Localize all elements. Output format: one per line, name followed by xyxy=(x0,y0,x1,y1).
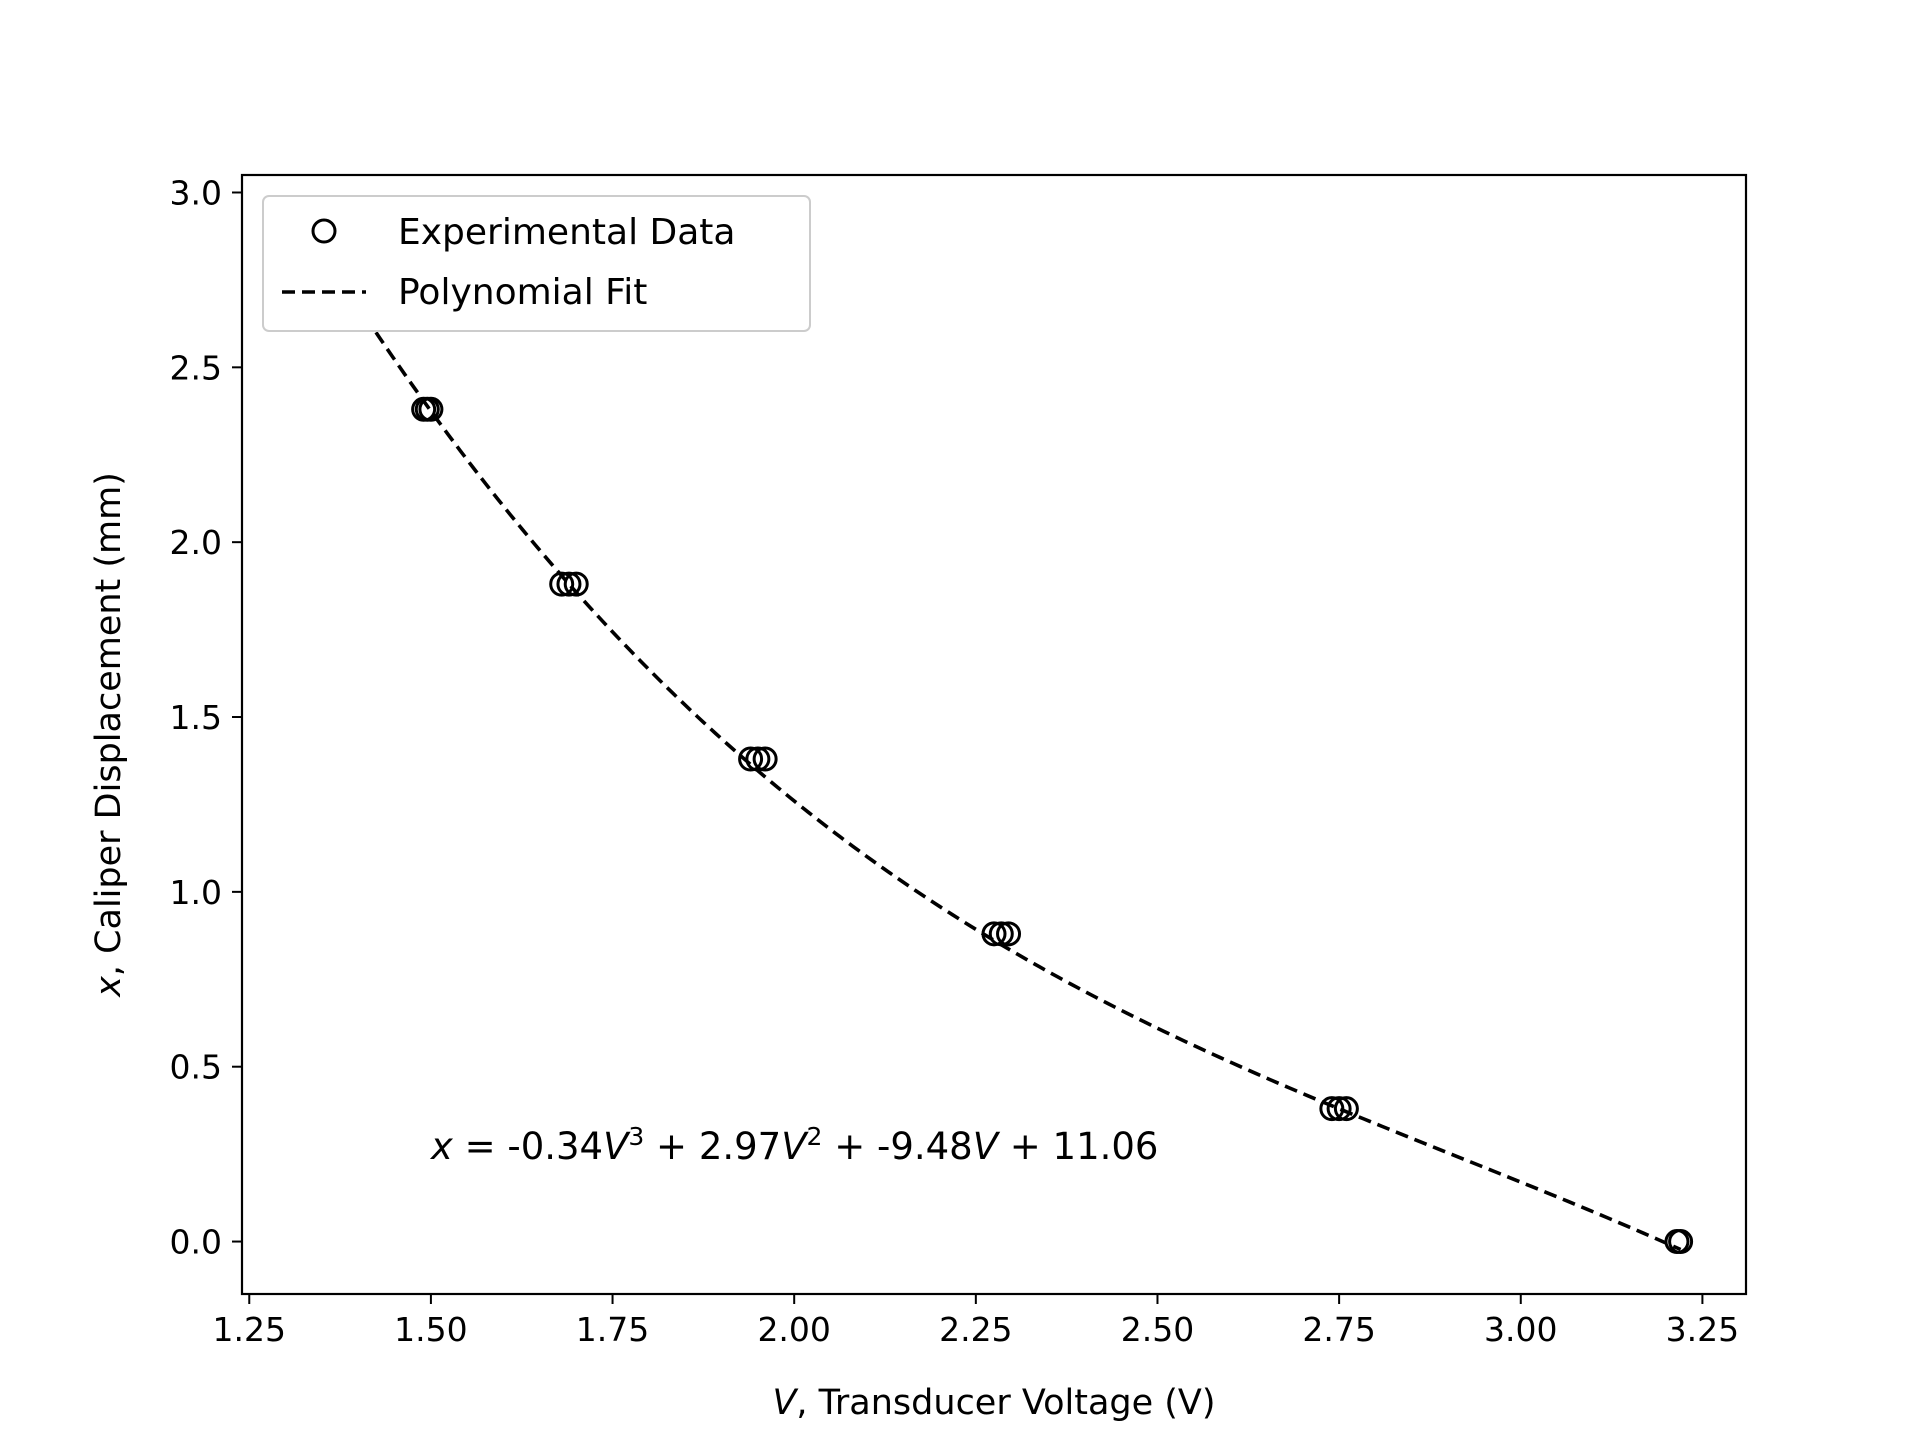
legend: Experimental Data Polynomial Fit xyxy=(262,195,811,332)
y-axis-label-var: x xyxy=(89,976,129,998)
data-point xyxy=(1326,1096,1352,1122)
x-tick-label: 1.50 xyxy=(394,1310,467,1349)
equation-part: + 11.06 xyxy=(998,1125,1158,1168)
x-tick-label: 2.50 xyxy=(1121,1310,1194,1349)
data-point xyxy=(1319,1096,1345,1122)
y-tick-label: 2.0 xyxy=(170,523,222,562)
y-tick-label: 2.5 xyxy=(170,348,222,387)
data-point xyxy=(745,746,771,772)
x-axis-ticks: 1.25 1.50 1.75 2.00 2.25 2.50 2.75 3.00 3.25 xyxy=(213,1294,1739,1349)
x-axis-label-var: V xyxy=(772,1383,798,1423)
equation-part: + 2.97 xyxy=(644,1125,781,1168)
equation-part: = -0.34 xyxy=(453,1125,603,1168)
data-point xyxy=(996,921,1022,947)
equation-part: V xyxy=(603,1125,631,1168)
y-tick-label: 1.0 xyxy=(170,873,222,912)
data-point xyxy=(1333,1096,1359,1122)
data-point xyxy=(418,396,444,422)
equation-part: V xyxy=(781,1125,809,1168)
fit-equation-annotation: x = -0.34V3 + 2.97V2 + -9.48V + 11.06 xyxy=(430,1122,1159,1168)
plot-frame xyxy=(240,173,1748,1296)
polynomial-fit-line xyxy=(309,230,1682,1252)
x-tick-label: 1.75 xyxy=(576,1310,649,1349)
y-axis-ticks: 0.0 0.5 1.0 1.5 2.0 2.5 3.0 xyxy=(170,173,242,1262)
x-tick-label: 1.25 xyxy=(213,1310,286,1349)
y-axis-label-text: , Caliper Displacement (mm) xyxy=(89,472,129,976)
data-point xyxy=(738,746,764,772)
y-tick-label: 1.5 xyxy=(170,698,222,737)
data-point xyxy=(563,571,589,597)
legend-label-experimental: Experimental Data xyxy=(398,212,735,253)
data-point xyxy=(556,571,582,597)
x-tick-label: 3.25 xyxy=(1666,1310,1739,1349)
equation-part: + -9.48 xyxy=(822,1125,972,1168)
x-axis-label: V, Transducer Voltage (V) xyxy=(772,1383,1215,1423)
equation-part: V xyxy=(973,1125,1001,1168)
y-tick-label: 0.5 xyxy=(170,1048,222,1087)
data-point xyxy=(981,921,1007,947)
y-axis-label: x, Caliper Displacement (mm) xyxy=(89,472,129,998)
equation-part: 2 xyxy=(807,1122,823,1151)
x-axis-label-text: , Transducer Voltage (V) xyxy=(796,1383,1215,1423)
data-point xyxy=(549,571,575,597)
legend-marker-experimental xyxy=(311,218,337,244)
x-tick-label: 2.75 xyxy=(1302,1310,1375,1349)
equation-part: x xyxy=(430,1125,454,1168)
x-tick-label: 2.25 xyxy=(939,1310,1012,1349)
legend-box xyxy=(262,195,811,332)
x-tick-label: 2.00 xyxy=(757,1310,830,1349)
x-tick-label: 3.00 xyxy=(1484,1310,1557,1349)
y-tick-label: 0.0 xyxy=(170,1223,222,1262)
legend-label-fit: Polynomial Fit xyxy=(398,272,647,313)
data-point xyxy=(988,921,1014,947)
fit-layer xyxy=(309,230,1682,1252)
y-tick-label: 3.0 xyxy=(170,173,222,212)
equation-part: 3 xyxy=(628,1122,644,1151)
data-point xyxy=(752,746,778,772)
data-point xyxy=(1668,1229,1694,1255)
